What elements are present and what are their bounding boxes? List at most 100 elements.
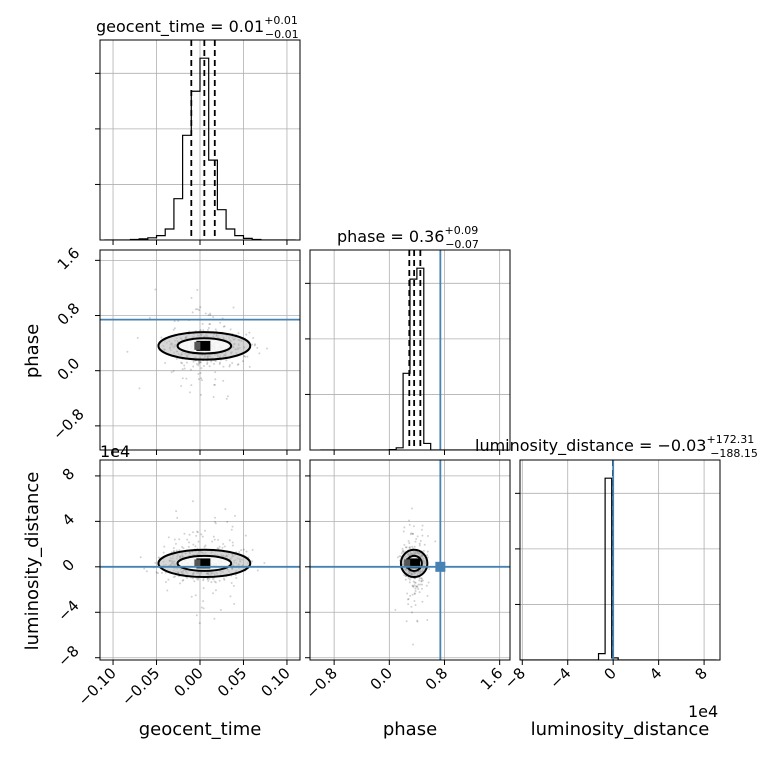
sample-point — [418, 579, 421, 582]
sample-point — [214, 328, 217, 331]
axes-frame-diag-phase — [309, 249, 511, 451]
sample-point — [207, 579, 210, 582]
sample-point — [226, 395, 229, 398]
sample-point — [427, 581, 430, 584]
sample-point — [420, 587, 423, 590]
sample-point — [136, 336, 139, 339]
title-luminosity-distance-sup: +172.31 — [706, 433, 754, 446]
sample-point — [408, 546, 411, 549]
sample-point — [212, 592, 215, 595]
sample-point — [222, 577, 225, 580]
sample-point — [416, 586, 419, 589]
sample-point — [426, 554, 429, 557]
sample-point — [200, 606, 203, 609]
sample-point — [162, 551, 165, 554]
xtick-label-phase-2: 0.8 — [422, 664, 452, 694]
sample-point — [412, 585, 415, 588]
density-peak-luminosity_distance-vs-phase — [406, 558, 421, 569]
sample-point — [199, 393, 202, 396]
sample-point — [217, 547, 220, 550]
sample-point — [197, 373, 200, 376]
sample-point — [213, 520, 216, 523]
sample-point — [204, 544, 207, 547]
sample-point — [411, 584, 414, 587]
panel-diag-luminosity_distance — [520, 460, 717, 660]
sample-point — [406, 592, 409, 595]
sample-point — [195, 614, 198, 617]
sample-point — [207, 577, 210, 580]
xtick-label-phase-0: −0.8 — [302, 664, 340, 702]
sample-point — [199, 361, 202, 364]
sample-point — [420, 577, 423, 580]
sample-point — [181, 545, 184, 548]
sample-point — [417, 583, 420, 586]
sample-point — [403, 526, 406, 529]
sample-point — [196, 288, 199, 291]
sample-point — [202, 364, 205, 367]
sample-point — [199, 329, 202, 332]
sample-point — [204, 529, 207, 532]
sample-point — [160, 336, 163, 339]
sample-point — [241, 360, 244, 363]
sample-point — [183, 367, 186, 370]
sample-point — [172, 547, 175, 550]
sample-point — [235, 577, 238, 580]
sample-point — [214, 371, 217, 374]
sample-point — [172, 328, 175, 331]
sample-point — [418, 542, 421, 545]
sample-point — [426, 594, 429, 597]
sample-point — [194, 545, 197, 548]
sample-point — [413, 599, 416, 602]
ytick-label-luminosity_distance-2: 0 — [59, 556, 78, 575]
sample-point — [175, 549, 178, 552]
sample-point — [179, 582, 182, 585]
sample-point — [155, 571, 158, 574]
density-shoulder-phase-vs-geocent_time — [194, 341, 201, 350]
sample-point — [421, 534, 424, 537]
sample-point — [138, 387, 141, 390]
sample-point — [414, 590, 417, 593]
sample-point — [420, 528, 423, 531]
xlabel-phase: phase — [383, 719, 437, 740]
sample-point — [412, 585, 415, 588]
sample-point — [412, 525, 415, 528]
density-peak-phase-vs-geocent_time — [196, 340, 211, 351]
sample-point — [181, 579, 184, 582]
sample-point — [414, 604, 417, 607]
sample-point — [414, 540, 417, 543]
sample-point — [213, 617, 216, 620]
sample-point — [413, 584, 416, 587]
sample-point — [212, 316, 215, 319]
sample-point — [183, 532, 186, 535]
sample-point — [256, 346, 259, 349]
sample-point — [197, 578, 200, 581]
sample-point — [420, 580, 423, 583]
sample-point — [188, 541, 191, 544]
sample-point — [163, 545, 166, 548]
panel-diag-geocent_time — [104, 40, 296, 240]
ytick-label-luminosity_distance-4: 8 — [59, 465, 78, 484]
sample-point — [408, 542, 411, 545]
sample-point — [201, 535, 204, 538]
sample-point — [186, 576, 189, 579]
sample-point — [199, 372, 202, 375]
sample-point — [214, 516, 217, 519]
title-luminosity-distance-sub: −188.15 — [710, 447, 758, 460]
sample-point — [219, 321, 222, 324]
sample-point — [408, 523, 411, 526]
sample-point — [197, 362, 200, 365]
sample-point — [219, 608, 222, 611]
sample-point — [200, 379, 203, 382]
sample-point — [204, 312, 207, 315]
sample-point — [407, 603, 410, 606]
xtick-label-luminosity_distance-1: −4 — [546, 664, 574, 692]
sample-point — [203, 545, 206, 548]
sample-point — [182, 547, 185, 550]
sample-point — [414, 587, 417, 590]
sample-point — [416, 619, 419, 622]
density-shoulder-luminosity_distance-vs-phase — [404, 559, 411, 568]
sample-point — [212, 578, 215, 581]
sample-point — [192, 360, 195, 363]
sample-point — [192, 531, 195, 534]
sample-point — [190, 384, 193, 387]
